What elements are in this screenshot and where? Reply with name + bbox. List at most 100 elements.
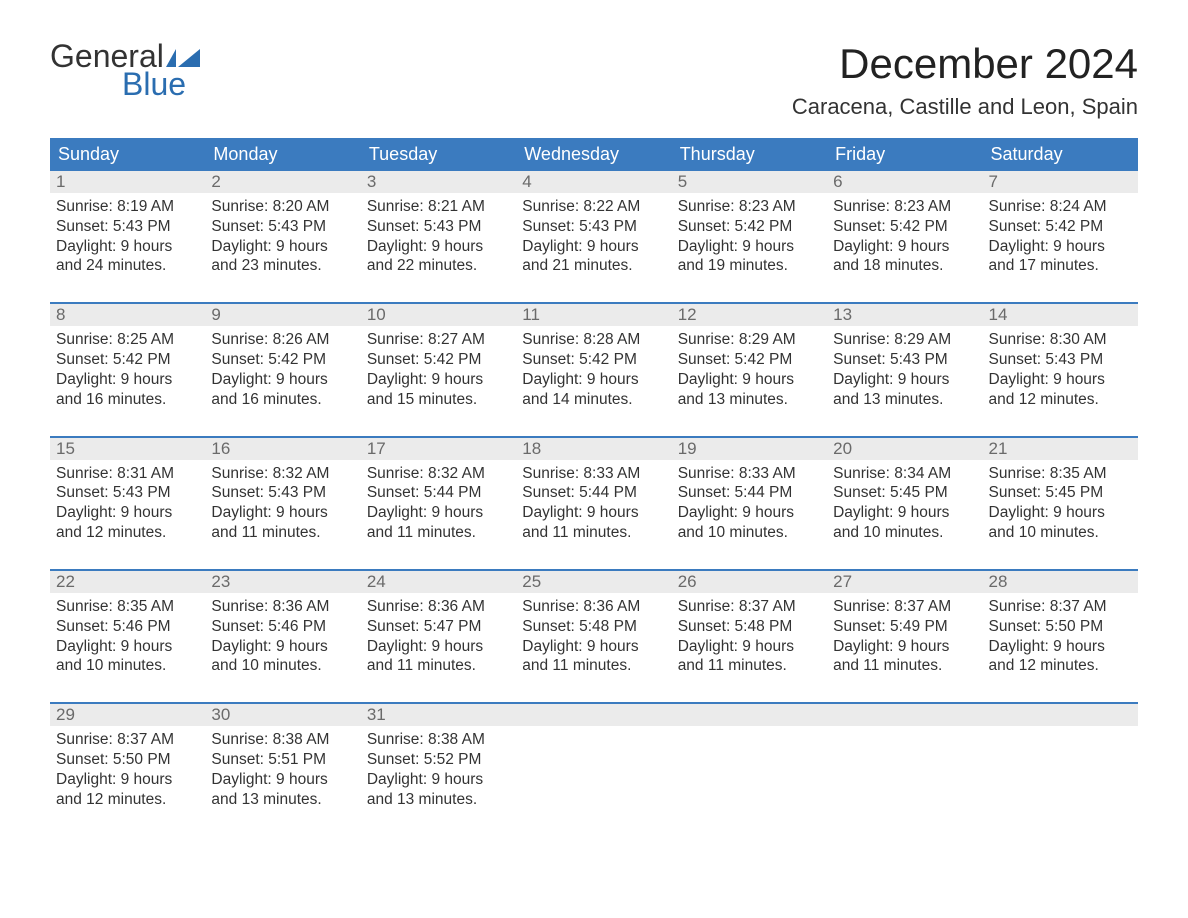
daylight-line: Daylight: 9 hours and 13 minutes. xyxy=(367,770,510,810)
day-body: Sunrise: 8:28 AMSunset: 5:42 PMDaylight:… xyxy=(516,326,671,413)
day-header: Friday xyxy=(827,138,982,171)
day-number: 28 xyxy=(983,571,1138,593)
week-row: 29Sunrise: 8:37 AMSunset: 5:50 PMDayligh… xyxy=(50,702,1138,813)
sunset-line: Sunset: 5:50 PM xyxy=(56,750,199,770)
sunrise-line: Sunrise: 8:25 AM xyxy=(56,330,199,350)
day-body: Sunrise: 8:25 AMSunset: 5:42 PMDaylight:… xyxy=(50,326,205,413)
day-cell xyxy=(827,704,982,813)
day-body xyxy=(983,726,1138,806)
daylight-line: Daylight: 9 hours and 13 minutes. xyxy=(211,770,354,810)
day-number: 15 xyxy=(50,438,205,460)
day-cell: 18Sunrise: 8:33 AMSunset: 5:44 PMDayligh… xyxy=(516,438,671,547)
day-cell: 29Sunrise: 8:37 AMSunset: 5:50 PMDayligh… xyxy=(50,704,205,813)
day-cell: 14Sunrise: 8:30 AMSunset: 5:43 PMDayligh… xyxy=(983,304,1138,413)
day-body: Sunrise: 8:34 AMSunset: 5:45 PMDaylight:… xyxy=(827,460,982,547)
sunrise-line: Sunrise: 8:32 AM xyxy=(211,464,354,484)
day-cell: 22Sunrise: 8:35 AMSunset: 5:46 PMDayligh… xyxy=(50,571,205,680)
sunrise-line: Sunrise: 8:33 AM xyxy=(678,464,821,484)
sunset-line: Sunset: 5:47 PM xyxy=(367,617,510,637)
sunset-line: Sunset: 5:43 PM xyxy=(833,350,976,370)
sunrise-line: Sunrise: 8:37 AM xyxy=(678,597,821,617)
day-body xyxy=(827,726,982,806)
week-row: 8Sunrise: 8:25 AMSunset: 5:42 PMDaylight… xyxy=(50,302,1138,413)
daylight-line: Daylight: 9 hours and 16 minutes. xyxy=(211,370,354,410)
daylight-line: Daylight: 9 hours and 18 minutes. xyxy=(833,237,976,277)
day-body: Sunrise: 8:36 AMSunset: 5:48 PMDaylight:… xyxy=(516,593,671,680)
sunset-line: Sunset: 5:45 PM xyxy=(989,483,1132,503)
day-body: Sunrise: 8:22 AMSunset: 5:43 PMDaylight:… xyxy=(516,193,671,280)
sunset-line: Sunset: 5:42 PM xyxy=(211,350,354,370)
day-number: 26 xyxy=(672,571,827,593)
sunset-line: Sunset: 5:42 PM xyxy=(56,350,199,370)
sunset-line: Sunset: 5:44 PM xyxy=(522,483,665,503)
daylight-line: Daylight: 9 hours and 23 minutes. xyxy=(211,237,354,277)
day-cell: 1Sunrise: 8:19 AMSunset: 5:43 PMDaylight… xyxy=(50,171,205,280)
day-body: Sunrise: 8:23 AMSunset: 5:42 PMDaylight:… xyxy=(672,193,827,280)
day-number: 21 xyxy=(983,438,1138,460)
day-number xyxy=(983,704,1138,726)
day-number: 2 xyxy=(205,171,360,193)
daylight-line: Daylight: 9 hours and 11 minutes. xyxy=(211,503,354,543)
day-body: Sunrise: 8:31 AMSunset: 5:43 PMDaylight:… xyxy=(50,460,205,547)
day-body: Sunrise: 8:37 AMSunset: 5:50 PMDaylight:… xyxy=(50,726,205,813)
calendar: SundayMondayTuesdayWednesdayThursdayFrid… xyxy=(50,138,1138,814)
day-cell: 31Sunrise: 8:38 AMSunset: 5:52 PMDayligh… xyxy=(361,704,516,813)
day-cell: 24 Sunrise: 8:36 AMSunset: 5:47 PMDayligh… xyxy=(361,571,516,680)
sunset-line: Sunset: 5:52 PM xyxy=(367,750,510,770)
day-cell: 10Sunrise: 8:27 AMSunset: 5:42 PMDayligh… xyxy=(361,304,516,413)
day-header: Monday xyxy=(205,138,360,171)
daylight-line: Daylight: 9 hours and 11 minutes. xyxy=(522,503,665,543)
day-header: Wednesday xyxy=(516,138,671,171)
day-cell: 15Sunrise: 8:31 AMSunset: 5:43 PMDayligh… xyxy=(50,438,205,547)
logo-word2: Blue xyxy=(122,68,200,100)
sunset-line: Sunset: 5:44 PM xyxy=(367,483,510,503)
daylight-line: Daylight: 9 hours and 11 minutes. xyxy=(367,637,510,677)
sunrise-line: Sunrise: 8:37 AM xyxy=(56,730,199,750)
daylight-line: Daylight: 9 hours and 16 minutes. xyxy=(56,370,199,410)
day-number: 29 xyxy=(50,704,205,726)
day-body: Sunrise: 8:30 AMSunset: 5:43 PMDaylight:… xyxy=(983,326,1138,413)
day-number: 3 xyxy=(361,171,516,193)
sunset-line: Sunset: 5:51 PM xyxy=(211,750,354,770)
day-number: 12 xyxy=(672,304,827,326)
day-cell: 9Sunrise: 8:26 AMSunset: 5:42 PMDaylight… xyxy=(205,304,360,413)
day-cell: 4Sunrise: 8:22 AMSunset: 5:43 PMDaylight… xyxy=(516,171,671,280)
daylight-line: Daylight: 9 hours and 10 minutes. xyxy=(211,637,354,677)
daylight-line: Daylight: 9 hours and 15 minutes. xyxy=(367,370,510,410)
day-body: Sunrise: 8:32 AMSunset: 5:44 PMDaylight:… xyxy=(361,460,516,547)
day-number xyxy=(672,704,827,726)
day-cell: 3Sunrise: 8:21 AMSunset: 5:43 PMDaylight… xyxy=(361,171,516,280)
day-cell: 27Sunrise: 8:37 AMSunset: 5:49 PMDayligh… xyxy=(827,571,982,680)
sunset-line: Sunset: 5:46 PM xyxy=(211,617,354,637)
sunset-line: Sunset: 5:42 PM xyxy=(367,350,510,370)
daylight-line: Daylight: 9 hours and 19 minutes. xyxy=(678,237,821,277)
daylight-line: Daylight: 9 hours and 22 minutes. xyxy=(367,237,510,277)
sunrise-line: Sunrise: 8:20 AM xyxy=(211,197,354,217)
day-number: 9 xyxy=(205,304,360,326)
day-header: Thursday xyxy=(672,138,827,171)
week-row: 22Sunrise: 8:35 AMSunset: 5:46 PMDayligh… xyxy=(50,569,1138,680)
day-cell: 20Sunrise: 8:34 AMSunset: 5:45 PMDayligh… xyxy=(827,438,982,547)
daylight-line: Daylight: 9 hours and 14 minutes. xyxy=(522,370,665,410)
day-body: Sunrise: 8:38 AMSunset: 5:52 PMDaylight:… xyxy=(361,726,516,813)
daylight-line: Daylight: 9 hours and 10 minutes. xyxy=(56,637,199,677)
sunrise-line: Sunrise: 8:36 AM xyxy=(367,597,510,617)
sunrise-line: Sunrise: 8:22 AM xyxy=(522,197,665,217)
daylight-line: Daylight: 9 hours and 13 minutes. xyxy=(678,370,821,410)
day-body: Sunrise: 8:36 AMSunset: 5:46 PMDaylight:… xyxy=(205,593,360,680)
day-number: 24 xyxy=(361,571,516,593)
sunrise-line: Sunrise: 8:23 AM xyxy=(678,197,821,217)
day-body: Sunrise: 8:37 AMSunset: 5:50 PMDaylight:… xyxy=(983,593,1138,680)
day-cell: 5Sunrise: 8:23 AMSunset: 5:42 PMDaylight… xyxy=(672,171,827,280)
sunrise-line: Sunrise: 8:37 AM xyxy=(989,597,1132,617)
day-number: 1 xyxy=(50,171,205,193)
day-number: 13 xyxy=(827,304,982,326)
sunrise-line: Sunrise: 8:19 AM xyxy=(56,197,199,217)
daylight-line: Daylight: 9 hours and 11 minutes. xyxy=(833,637,976,677)
day-number: 16 xyxy=(205,438,360,460)
day-header: Sunday xyxy=(50,138,205,171)
day-number: 10 xyxy=(361,304,516,326)
day-cell: 23Sunrise: 8:36 AMSunset: 5:46 PMDayligh… xyxy=(205,571,360,680)
day-body: Sunrise: 8:37 AMSunset: 5:49 PMDaylight:… xyxy=(827,593,982,680)
day-cell: 17Sunrise: 8:32 AMSunset: 5:44 PMDayligh… xyxy=(361,438,516,547)
